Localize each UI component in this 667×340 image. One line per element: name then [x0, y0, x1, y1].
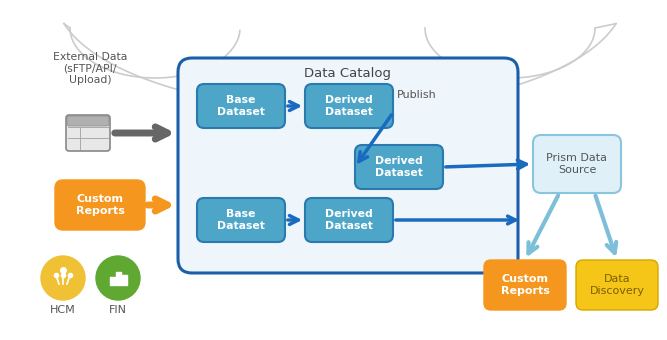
Circle shape — [96, 256, 140, 300]
FancyBboxPatch shape — [533, 135, 621, 193]
FancyBboxPatch shape — [197, 198, 285, 242]
Text: External Data
(sFTP/API/
Upload): External Data (sFTP/API/ Upload) — [53, 52, 127, 85]
FancyBboxPatch shape — [576, 260, 658, 310]
FancyBboxPatch shape — [67, 116, 109, 126]
FancyBboxPatch shape — [355, 145, 443, 189]
Text: Custom
Reports: Custom Reports — [500, 274, 550, 296]
FancyBboxPatch shape — [178, 58, 518, 273]
Text: Data
Discovery: Data Discovery — [590, 274, 644, 296]
Text: Base
Dataset: Base Dataset — [217, 95, 265, 117]
Text: Publish: Publish — [397, 90, 437, 100]
Text: FIN: FIN — [109, 305, 127, 315]
Text: Prism Data
Source: Prism Data Source — [546, 153, 608, 175]
Text: Data Catalog: Data Catalog — [305, 68, 392, 81]
Text: Derived
Dataset: Derived Dataset — [325, 209, 373, 231]
FancyBboxPatch shape — [66, 115, 110, 151]
Text: Base
Dataset: Base Dataset — [217, 209, 265, 231]
Text: HCM: HCM — [50, 305, 76, 315]
FancyBboxPatch shape — [484, 260, 566, 310]
Text: Custom
Reports: Custom Reports — [75, 194, 125, 216]
FancyBboxPatch shape — [305, 84, 393, 128]
FancyBboxPatch shape — [55, 180, 145, 230]
Circle shape — [41, 256, 85, 300]
FancyBboxPatch shape — [305, 198, 393, 242]
FancyBboxPatch shape — [197, 84, 285, 128]
Text: Derived
Dataset: Derived Dataset — [375, 156, 423, 178]
Text: Derived
Dataset: Derived Dataset — [325, 95, 373, 117]
